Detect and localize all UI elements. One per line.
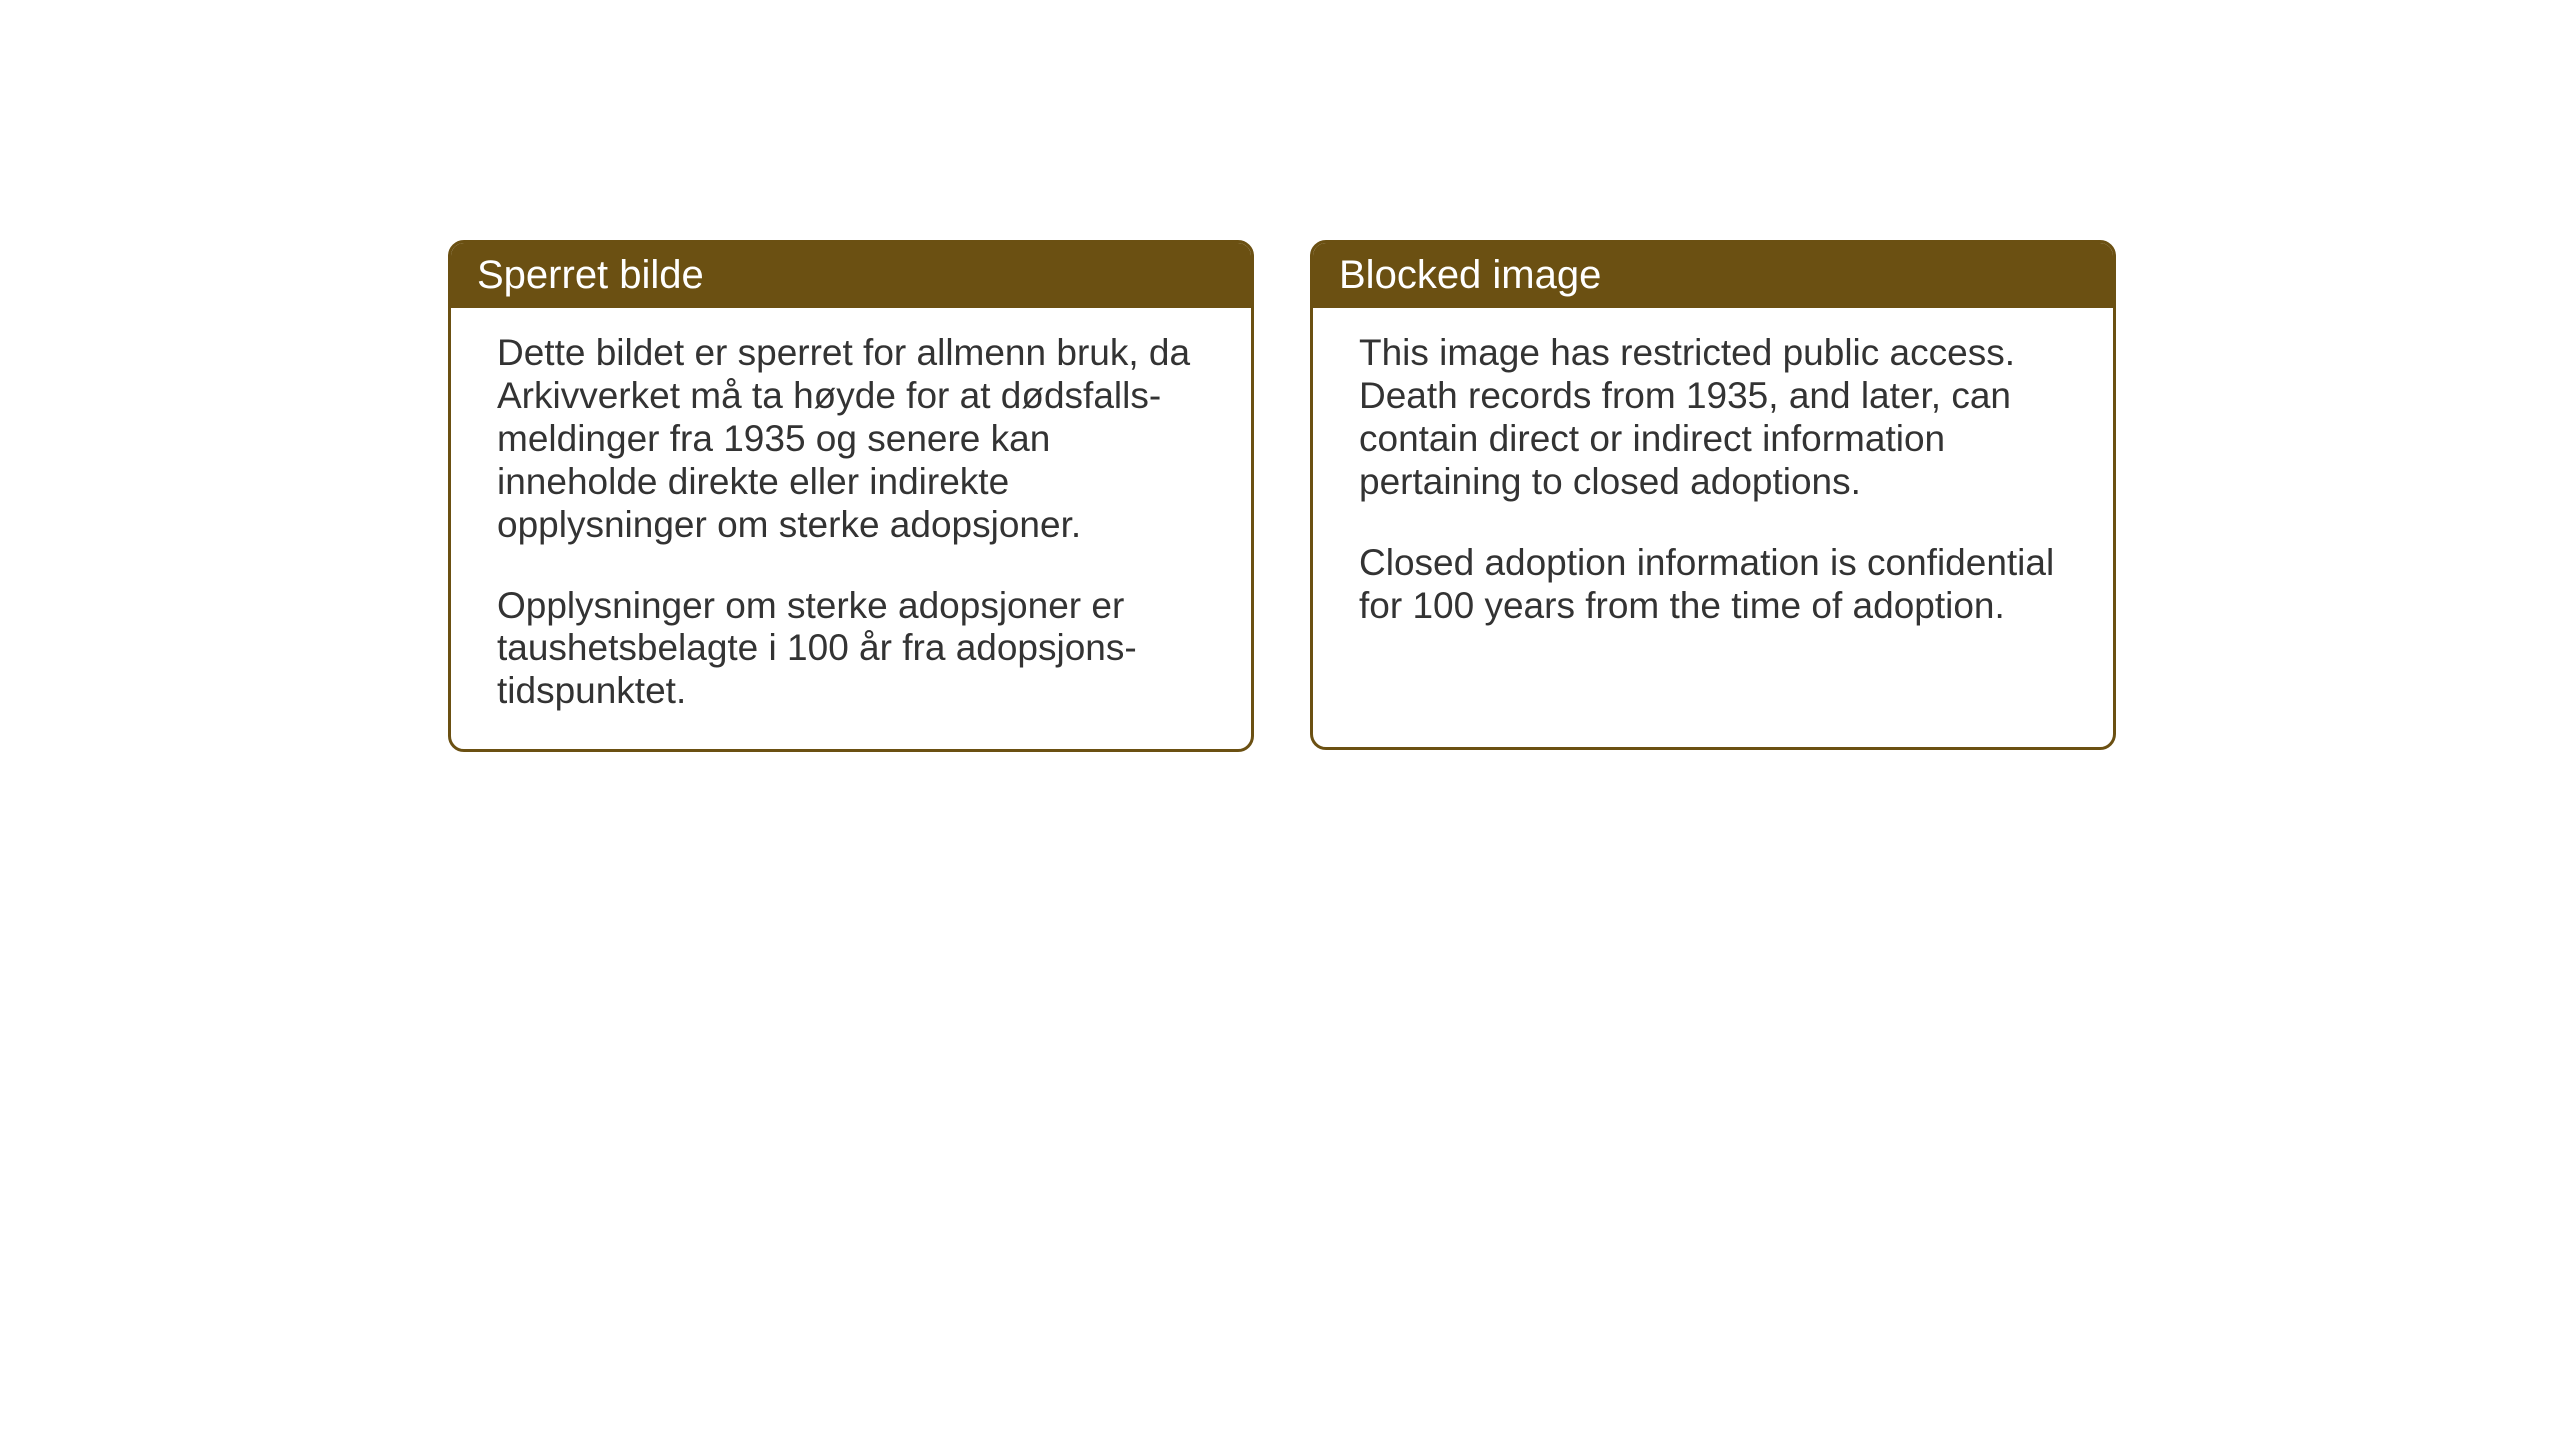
notice-card-english: Blocked image This image has restricted …: [1310, 240, 2116, 750]
card-paragraph-2: Opplysninger om sterke adopsjoner er tau…: [497, 585, 1205, 714]
card-header-english: Blocked image: [1313, 243, 2113, 308]
notice-container: Sperret bilde Dette bildet er sperret fo…: [448, 240, 2116, 752]
card-paragraph-1: Dette bildet er sperret for allmenn bruk…: [497, 332, 1205, 547]
notice-card-norwegian: Sperret bilde Dette bildet er sperret fo…: [448, 240, 1254, 752]
card-body-english: This image has restricted public access.…: [1313, 308, 2113, 663]
card-paragraph-1: This image has restricted public access.…: [1359, 332, 2067, 504]
card-header-norwegian: Sperret bilde: [451, 243, 1251, 308]
card-body-norwegian: Dette bildet er sperret for allmenn bruk…: [451, 308, 1251, 749]
card-paragraph-2: Closed adoption information is confident…: [1359, 542, 2067, 628]
